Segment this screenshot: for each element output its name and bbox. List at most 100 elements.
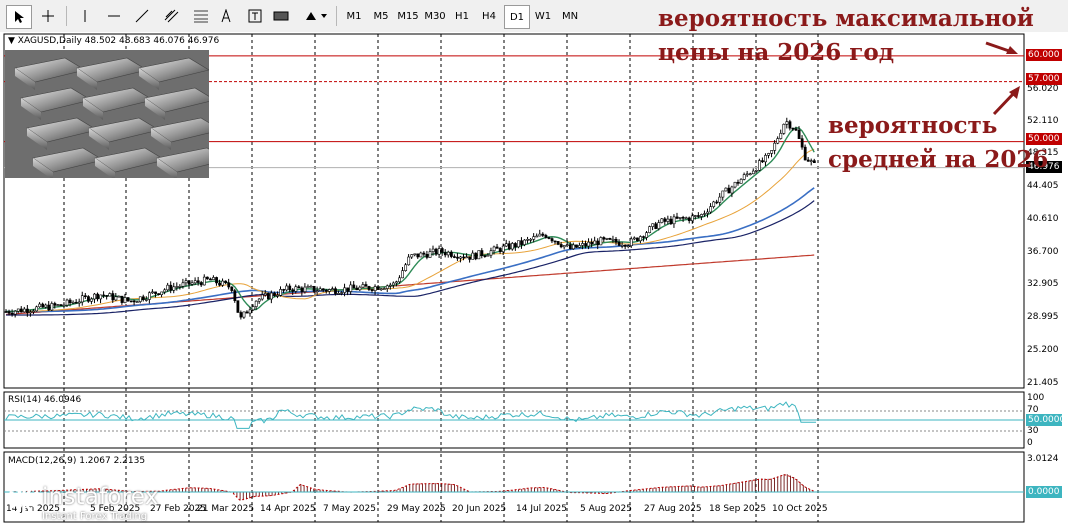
candle-body bbox=[489, 250, 493, 256]
candle-body bbox=[202, 276, 206, 286]
macd-bar bbox=[185, 488, 187, 493]
candle-body bbox=[693, 215, 697, 217]
candle-body bbox=[321, 288, 325, 291]
candle-body bbox=[35, 306, 39, 312]
candle-body bbox=[761, 160, 764, 163]
macd-bar bbox=[684, 485, 686, 493]
candle-body bbox=[105, 295, 109, 297]
candle-body bbox=[425, 253, 429, 258]
timeframe-h1[interactable]: H1 bbox=[455, 10, 469, 22]
price-label: 28.995 bbox=[1027, 312, 1059, 322]
vertical-line-tool-button[interactable] bbox=[76, 5, 94, 27]
timeframe-m15[interactable]: M15 bbox=[397, 10, 419, 22]
timeframe-m5[interactable]: M5 bbox=[373, 10, 389, 22]
candle-body bbox=[678, 217, 682, 219]
candle-body bbox=[809, 160, 813, 162]
candle-body bbox=[382, 288, 386, 290]
candle-body bbox=[212, 277, 215, 281]
candle-body bbox=[334, 288, 337, 294]
macd-bar bbox=[767, 478, 769, 493]
timeframe-m30[interactable]: M30 bbox=[424, 10, 446, 22]
macd-bar bbox=[598, 492, 599, 494]
candle-body bbox=[721, 190, 725, 198]
macd-bar bbox=[742, 481, 743, 493]
macd-bar bbox=[802, 484, 804, 493]
cursor-tool-button[interactable] bbox=[6, 5, 32, 29]
toolbar-separator bbox=[336, 6, 337, 26]
timeframe-m1[interactable]: M1 bbox=[346, 10, 362, 22]
candle-body bbox=[773, 142, 777, 151]
timeframe-d1[interactable]: D1 bbox=[504, 5, 530, 29]
shapes-tool-button[interactable] bbox=[270, 5, 292, 27]
candle-body bbox=[376, 286, 380, 290]
candle-body bbox=[453, 256, 456, 258]
macd-bar bbox=[524, 488, 526, 493]
macd-bar bbox=[553, 489, 555, 493]
crosshair-tool-button[interactable] bbox=[36, 5, 60, 27]
candle-body bbox=[294, 286, 298, 292]
candle-body bbox=[495, 246, 499, 249]
collapse-triangle-icon[interactable]: ▼ bbox=[8, 36, 15, 46]
macd-bar bbox=[463, 488, 465, 493]
candle-body bbox=[440, 248, 444, 253]
macd-bar bbox=[806, 487, 807, 493]
candle-body bbox=[504, 243, 508, 247]
macd-bar bbox=[687, 485, 689, 493]
trendline-tool-button[interactable] bbox=[132, 5, 152, 27]
candle-body bbox=[300, 287, 304, 292]
channel-tool-button[interactable] bbox=[160, 5, 184, 27]
timeframe-mn[interactable]: MN bbox=[561, 10, 579, 22]
candle-body bbox=[803, 146, 807, 161]
candle-body bbox=[71, 301, 75, 304]
macd-bar bbox=[102, 488, 103, 493]
macd-panel-frame bbox=[3, 451, 1025, 523]
label-tool-button[interactable] bbox=[244, 5, 266, 27]
chart-canvas[interactable] bbox=[0, 32, 1068, 524]
candle-body bbox=[794, 128, 798, 131]
rsi-label-70: 70 bbox=[1027, 405, 1039, 415]
price-label: 56.020 bbox=[1027, 84, 1059, 94]
macd-bar bbox=[182, 488, 183, 493]
candle-body bbox=[419, 252, 423, 258]
macd-bar bbox=[124, 490, 126, 493]
level-tag-57: 57.000 bbox=[1026, 73, 1062, 85]
macd-top-label: 3.0124 bbox=[1027, 454, 1059, 464]
candle-body bbox=[559, 244, 563, 248]
candle-body bbox=[53, 303, 57, 306]
macd-bar bbox=[111, 489, 113, 493]
macd-bar bbox=[76, 489, 78, 493]
candle-body bbox=[501, 245, 505, 253]
candle-body bbox=[401, 270, 405, 279]
candle-body bbox=[388, 284, 392, 287]
candles bbox=[4, 117, 816, 320]
macd-bar bbox=[191, 487, 193, 493]
date-label: 5 Aug 2025 bbox=[580, 504, 632, 514]
candle-body bbox=[68, 299, 72, 304]
candle-body bbox=[398, 277, 401, 283]
macd-bar bbox=[265, 492, 267, 497]
candle-body bbox=[697, 215, 700, 217]
arrows-tool-button[interactable] bbox=[300, 5, 330, 27]
candle-body bbox=[273, 292, 276, 296]
candle-body bbox=[535, 235, 539, 238]
candle-body bbox=[236, 300, 240, 313]
macd-bar bbox=[274, 492, 276, 496]
timeframe-h4[interactable]: H4 bbox=[482, 10, 496, 22]
candle-body bbox=[666, 218, 670, 222]
timeframe-w1[interactable]: W1 bbox=[534, 10, 552, 22]
macd-bar bbox=[540, 487, 542, 493]
candle-body bbox=[370, 289, 374, 291]
candle-body bbox=[550, 238, 554, 242]
candle-body bbox=[562, 245, 566, 248]
candle-body bbox=[474, 252, 478, 260]
text-tool-button[interactable] bbox=[216, 5, 236, 27]
candle-body bbox=[175, 286, 179, 288]
candle-body bbox=[446, 251, 450, 256]
macd-bar bbox=[105, 489, 107, 493]
candle-body bbox=[748, 173, 752, 176]
macd-bar bbox=[710, 486, 711, 493]
instaforex-logo: instaforex Instant Forex Trading bbox=[8, 480, 178, 524]
fibonacci-tool-button[interactable] bbox=[190, 5, 212, 27]
date-label: 20 Jun 2025 bbox=[452, 504, 507, 514]
horizontal-line-tool-button[interactable] bbox=[104, 5, 124, 27]
